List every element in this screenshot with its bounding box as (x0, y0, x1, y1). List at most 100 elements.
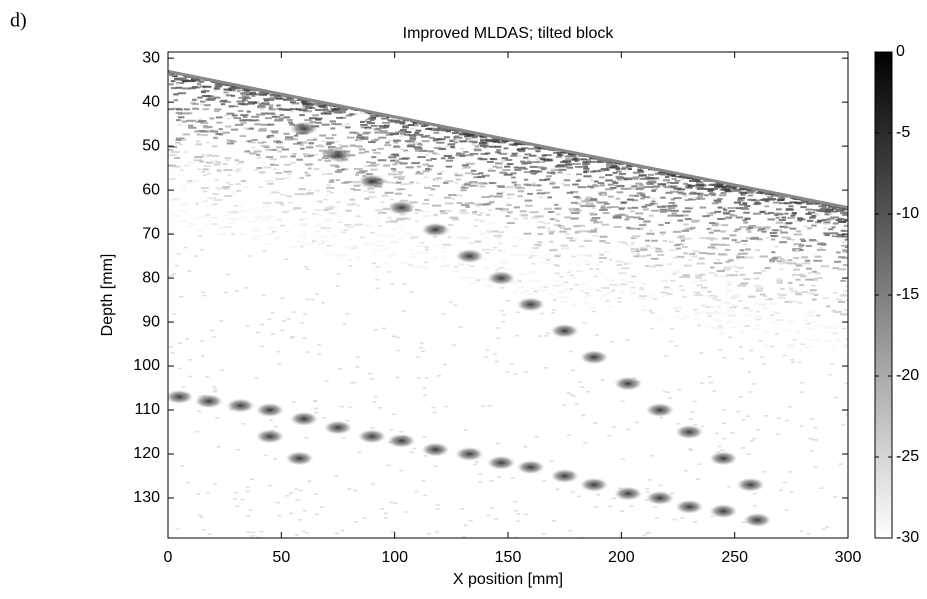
speckle (283, 97, 287, 99)
speckle (505, 226, 509, 228)
speckle (469, 185, 476, 187)
speckle (743, 212, 750, 214)
speckle (806, 268, 812, 270)
speckle (737, 267, 744, 269)
speckle (193, 180, 199, 182)
speckle (741, 447, 745, 449)
speckle (181, 386, 185, 388)
speckle (711, 184, 718, 186)
speckle (631, 242, 635, 244)
speckle (762, 307, 770, 309)
speckle (590, 171, 596, 173)
speckle (348, 265, 352, 267)
speckle (770, 235, 776, 237)
speckle (205, 376, 209, 378)
speckle (241, 499, 245, 501)
speckle (179, 203, 187, 205)
speckle (594, 506, 598, 508)
speckle (654, 204, 658, 206)
speckle (607, 435, 611, 437)
speckle (760, 356, 764, 358)
speckle (337, 221, 342, 223)
speckle (274, 426, 278, 428)
speckle (706, 213, 710, 215)
speckle (799, 284, 804, 286)
speckle (643, 208, 649, 210)
speckle (660, 234, 664, 236)
speckle (813, 427, 817, 429)
speckle (322, 108, 328, 110)
speckle (460, 277, 467, 279)
speckle (544, 179, 550, 181)
speckle (594, 276, 598, 278)
x-tick-label: 0 (164, 549, 173, 566)
speckle (764, 205, 769, 207)
speckle (790, 359, 794, 361)
speckle (374, 396, 378, 398)
speckle (171, 161, 177, 163)
speckle (723, 268, 731, 270)
speckle (197, 97, 202, 99)
speckle (415, 130, 421, 132)
speckle (693, 309, 697, 311)
speckle (314, 412, 318, 414)
speckle (190, 102, 194, 104)
speckle (366, 225, 371, 227)
speckle (553, 152, 559, 154)
speckle (646, 245, 651, 247)
speckle (391, 228, 399, 230)
speckle (441, 157, 445, 159)
speckle (520, 210, 527, 212)
speckle (649, 310, 653, 312)
speckle (394, 141, 399, 143)
speckle (718, 446, 722, 448)
speckle (757, 229, 764, 231)
speckle (682, 246, 687, 248)
speckle (777, 417, 781, 419)
speckle (599, 202, 607, 204)
speckle (599, 261, 603, 263)
reflector (646, 491, 674, 505)
speckle (169, 346, 173, 348)
speckle (222, 132, 229, 134)
speckle (788, 259, 793, 261)
speckle (517, 148, 525, 150)
speckle (664, 286, 669, 288)
speckle (729, 315, 736, 317)
speckle (614, 185, 618, 187)
reflector (743, 513, 771, 527)
speckle (195, 203, 199, 205)
speckle (844, 309, 848, 311)
speckle (413, 540, 417, 542)
speckle (585, 292, 589, 294)
speckle (602, 224, 610, 226)
speckle (524, 446, 528, 448)
speckle (171, 352, 175, 354)
speckle (213, 391, 217, 393)
speckle (754, 272, 762, 274)
speckle (259, 94, 267, 96)
speckle (583, 302, 592, 304)
speckle (444, 136, 450, 138)
speckle (611, 290, 615, 292)
speckle (514, 373, 518, 375)
speckle (810, 211, 814, 213)
speckle (201, 292, 205, 294)
speckle (251, 141, 256, 143)
speckle (431, 407, 435, 409)
speckle (374, 131, 379, 133)
speckle (377, 241, 385, 243)
speckle (834, 261, 841, 263)
y-tick-label: 80 (142, 269, 160, 286)
speckle (169, 83, 174, 85)
speckle (511, 177, 516, 179)
speckle (488, 170, 496, 172)
speckle (523, 217, 528, 219)
speckle (315, 118, 322, 120)
speckle (653, 506, 657, 508)
speckle (554, 254, 561, 256)
speckle (362, 517, 366, 519)
speckle (798, 302, 802, 304)
speckle (432, 205, 441, 207)
